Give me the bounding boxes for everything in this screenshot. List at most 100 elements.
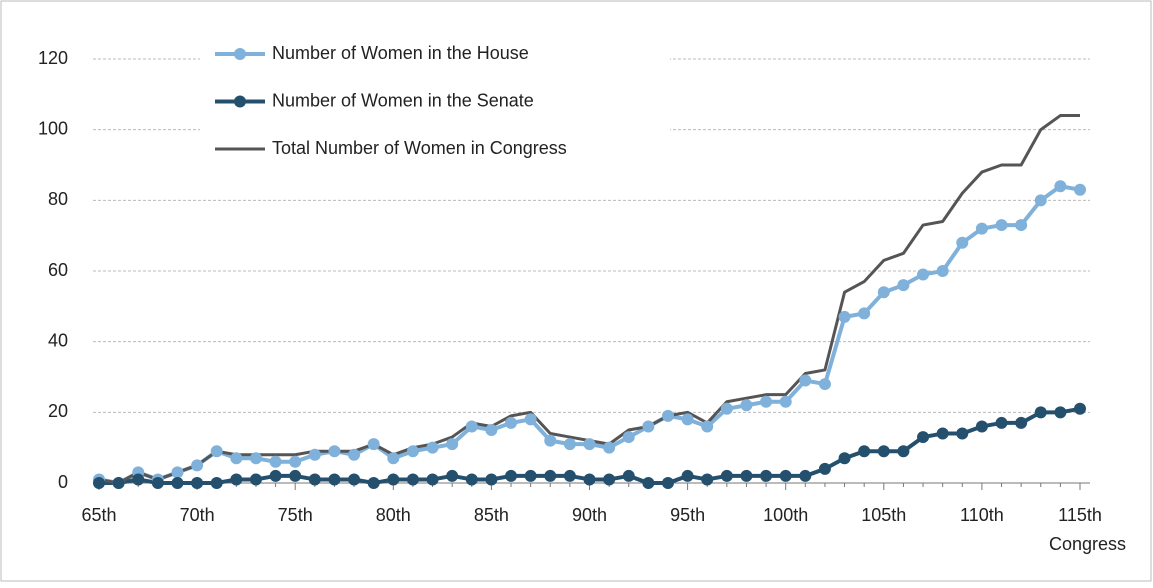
point (779, 395, 792, 408)
legend-label: Total Number of Women in Congress (272, 138, 567, 158)
point (936, 427, 949, 440)
legend-label: Number of Women in the Senate (272, 90, 534, 110)
point (1054, 180, 1067, 193)
point (191, 459, 204, 472)
point (760, 469, 773, 482)
point (701, 420, 714, 433)
point (799, 469, 812, 482)
point (191, 477, 204, 489)
x-tick-label: 115th (1058, 505, 1102, 525)
point (524, 413, 537, 426)
point (956, 427, 969, 440)
point (269, 469, 282, 482)
point (956, 236, 969, 249)
point (387, 473, 400, 486)
point (563, 438, 576, 451)
point (642, 477, 655, 489)
point (897, 279, 910, 292)
point (426, 473, 439, 486)
point (622, 431, 635, 444)
point (838, 452, 851, 465)
point (505, 469, 518, 482)
point (799, 374, 812, 387)
point (249, 452, 262, 465)
point (544, 469, 557, 482)
point (406, 445, 419, 458)
point (1015, 416, 1028, 429)
point (505, 416, 518, 429)
point (171, 466, 184, 479)
point (151, 477, 164, 489)
x-tick-label: 75th (278, 505, 313, 525)
point (897, 445, 910, 458)
point (740, 469, 753, 482)
y-tick-label: 40 (48, 330, 68, 350)
point (858, 445, 871, 458)
point (661, 477, 674, 489)
point (308, 448, 321, 461)
y-tick-label: 20 (48, 401, 68, 421)
point (740, 399, 753, 412)
point (701, 473, 714, 486)
point (465, 473, 478, 486)
x-tick-label: 80th (376, 505, 411, 525)
point (367, 477, 380, 489)
point (387, 452, 400, 465)
point (917, 268, 930, 281)
point (642, 420, 655, 433)
x-tick-label: 70th (180, 505, 215, 525)
y-tick-label: 120 (38, 48, 68, 68)
point (308, 473, 321, 486)
point (603, 441, 616, 454)
x-tick-label: 110th (960, 505, 1004, 525)
x-tick-label: 90th (572, 505, 607, 525)
point (465, 420, 478, 433)
point (877, 286, 890, 299)
point (681, 413, 694, 426)
point (446, 438, 459, 451)
point (975, 222, 988, 235)
point (818, 378, 831, 391)
x-tick-label: 85th (474, 505, 509, 525)
point (760, 395, 773, 408)
y-tick-label: 0 (58, 472, 68, 492)
point (818, 462, 831, 475)
point (858, 307, 871, 320)
legend-marker (234, 48, 246, 60)
x-tick-label: 95th (670, 505, 705, 525)
x-tick-label: 65th (81, 505, 116, 525)
point (348, 448, 361, 461)
point (485, 473, 498, 486)
point (93, 477, 105, 489)
point (446, 469, 459, 482)
point (1074, 183, 1086, 196)
point (877, 445, 890, 458)
point (210, 445, 223, 458)
point (367, 438, 380, 451)
point (1034, 194, 1047, 207)
point (838, 310, 851, 323)
point (230, 452, 243, 465)
point (1015, 219, 1028, 232)
point (348, 473, 361, 486)
point (622, 469, 635, 482)
point (210, 477, 223, 489)
legend-marker (234, 95, 246, 108)
legend-label: Number of Women in the House (272, 43, 529, 63)
x-tick-label: 100th (763, 505, 808, 525)
point (681, 469, 694, 482)
point (661, 409, 674, 422)
point (995, 219, 1008, 232)
point (406, 473, 419, 486)
point (563, 469, 576, 482)
y-tick-label: 100 (38, 118, 68, 138)
point (544, 434, 557, 447)
point (328, 445, 341, 458)
point (249, 473, 262, 486)
point (720, 402, 733, 415)
point (328, 473, 341, 486)
point (1054, 406, 1067, 419)
point (230, 473, 243, 486)
point (917, 431, 930, 444)
